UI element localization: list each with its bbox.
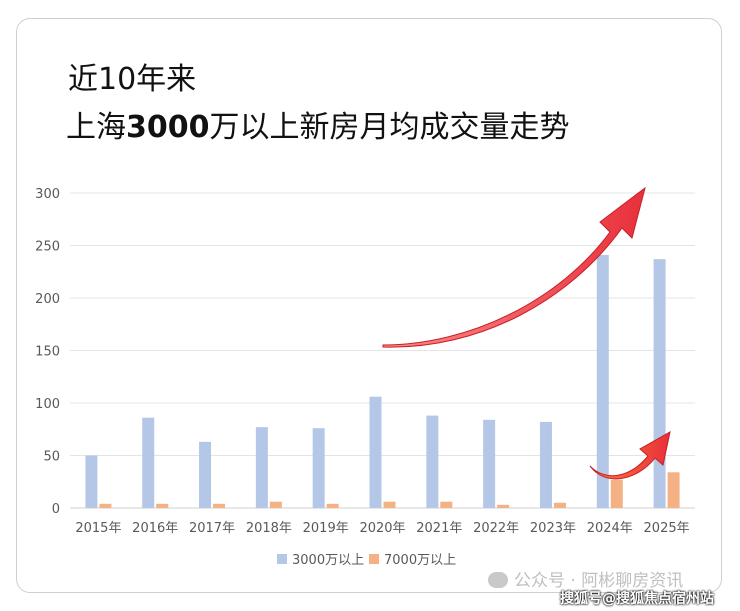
bar-3000-above <box>142 417 155 508</box>
bar-7000-above <box>99 503 112 508</box>
bar-7000-above <box>213 503 226 508</box>
x-tick-label: 2020年 <box>359 521 405 536</box>
legend-label: 7000万以上 <box>384 553 456 568</box>
bar-7000-above <box>497 504 510 508</box>
bar-7000-above <box>156 503 169 508</box>
y-tick-label: 200 <box>35 292 60 307</box>
watermark: 公众号 · 阿彬聊房资讯 <box>488 566 683 591</box>
legend-label: 3000万以上 <box>292 553 364 568</box>
y-tick-label: 250 <box>35 240 60 255</box>
bar-7000-above <box>326 503 339 508</box>
bar-3000-above <box>653 259 666 508</box>
bar-7000-above <box>667 472 680 508</box>
bar-3000-above <box>199 441 212 508</box>
x-tick-label: 2016年 <box>132 521 178 536</box>
bar-3000-above <box>85 455 98 508</box>
bar-3000-above <box>255 427 268 508</box>
x-tick-label: 2023年 <box>530 521 576 536</box>
x-tick-label: 2022年 <box>473 521 519 536</box>
source-watermark: 搜狐号@搜狐焦点宿州站 <box>560 591 714 607</box>
x-tick-label: 2015年 <box>75 521 121 536</box>
bar-3000-above <box>369 396 382 508</box>
trend-arrow-3000 <box>382 186 646 348</box>
y-tick-label: 100 <box>35 397 60 412</box>
bar-7000-above <box>440 501 453 508</box>
title-line2-post: 万以上新房月均成交量走势 <box>209 110 570 145</box>
legend-swatch <box>277 554 287 564</box>
bar-3000-above <box>539 421 552 508</box>
chart-title-line2: 上海3000万以上新房月均成交量走势 <box>66 102 570 146</box>
x-tick-label: 2019年 <box>303 521 349 536</box>
bar-3000-above <box>596 254 609 508</box>
y-tick-label: 0 <box>52 502 60 517</box>
title-line2-pre: 上海 <box>66 110 126 145</box>
x-tick-label: 2018年 <box>246 521 292 536</box>
y-tick-label: 50 <box>43 450 60 465</box>
wechat-icon <box>488 572 508 588</box>
watermark-text: 公众号 · 阿彬聊房资讯 <box>514 571 684 591</box>
bar-7000-above <box>553 502 566 508</box>
x-tick-label: 2021年 <box>416 521 462 536</box>
chart-title-line1: 近10年来 <box>68 62 197 97</box>
title-line2-bold: 3000 <box>126 110 210 145</box>
bar-7000-above <box>383 501 396 508</box>
x-tick-label: 2024年 <box>587 521 633 536</box>
x-tick-label: 2025年 <box>644 521 690 536</box>
bar-7000-above <box>269 501 282 508</box>
y-tick-label: 150 <box>35 345 60 360</box>
x-tick-label: 2017年 <box>189 521 235 536</box>
y-tick-label: 300 <box>35 187 60 202</box>
trend-arrow-7000 <box>589 431 671 480</box>
bar-3000-above <box>483 419 496 508</box>
bar-3000-above <box>426 415 439 508</box>
legend-swatch <box>369 554 379 564</box>
bar-7000-above <box>610 479 623 508</box>
bar-3000-above <box>312 428 325 508</box>
